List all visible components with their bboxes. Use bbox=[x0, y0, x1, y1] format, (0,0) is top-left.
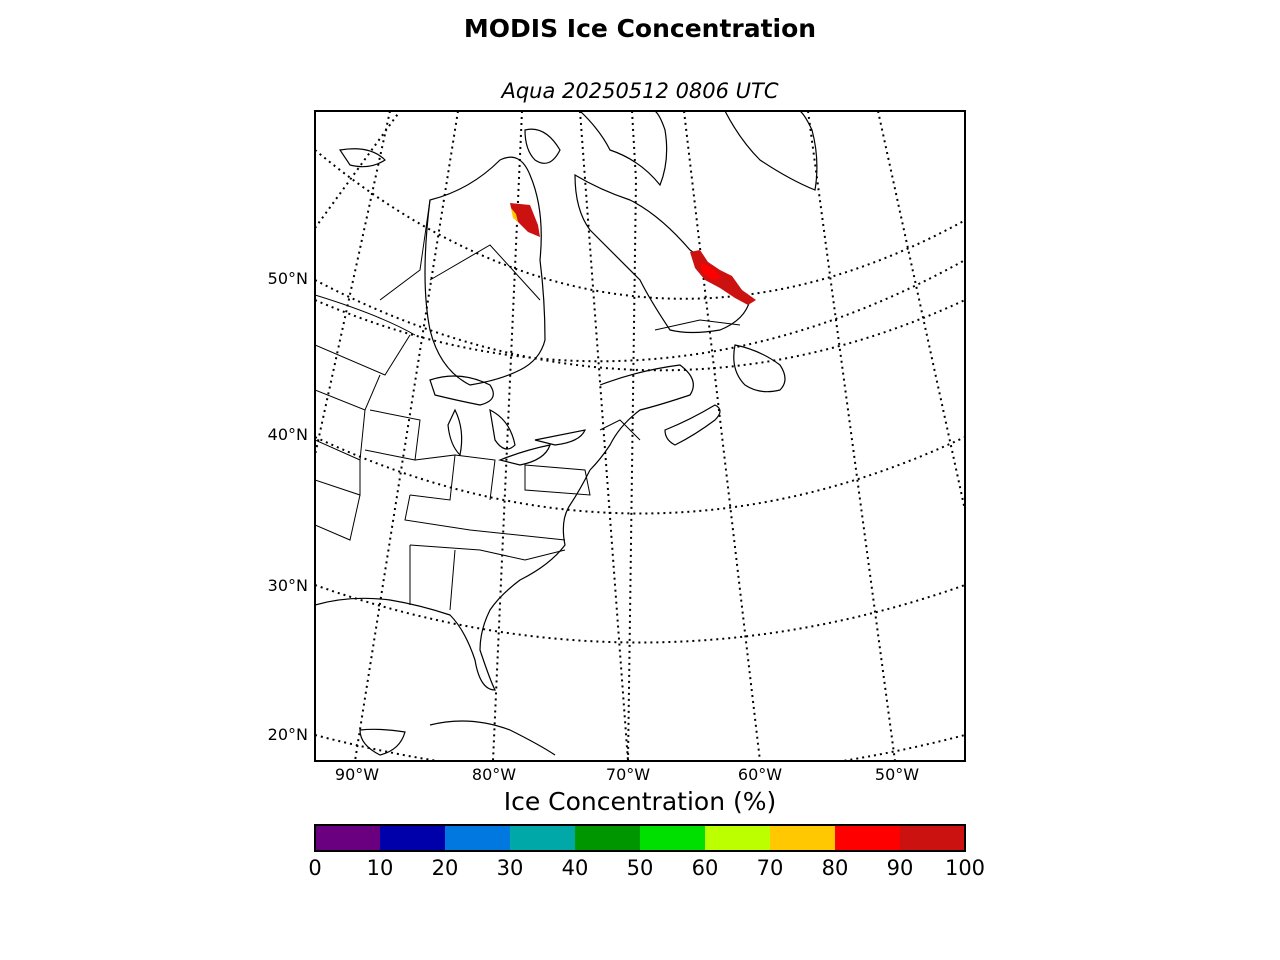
lat-label-40n: 40°N bbox=[267, 425, 308, 444]
colorbar-segment bbox=[315, 825, 381, 851]
colorbar-tick-label: 10 bbox=[366, 856, 394, 880]
ice-patches bbox=[510, 203, 756, 305]
colorbar-title: Ice Concentration (%) bbox=[503, 787, 777, 816]
colorbar-segment bbox=[575, 825, 641, 851]
colorbar-segment bbox=[770, 825, 836, 851]
colorbar-tick-label: 60 bbox=[691, 856, 719, 880]
latitude-gridlines bbox=[315, 149, 965, 761]
colorbar-segment bbox=[380, 825, 446, 851]
colorbar-tick-label: 100 bbox=[944, 856, 986, 880]
colorbar-tick-label: 40 bbox=[561, 856, 589, 880]
colorbar-tick-label: 30 bbox=[496, 856, 524, 880]
lon-label-70w: 70°W bbox=[605, 765, 651, 784]
map-subtitle: Aqua 20250512 0806 UTC bbox=[501, 79, 779, 103]
lat-label-30n: 30°N bbox=[267, 576, 308, 595]
colorbar bbox=[315, 825, 966, 851]
political-borders bbox=[315, 199, 741, 611]
colorbar-segment bbox=[510, 825, 576, 851]
lat-label-50n: 50°N bbox=[267, 269, 308, 288]
colorbar-tick-label: 20 bbox=[431, 856, 459, 880]
lon-label-90w: 90°W bbox=[334, 765, 380, 784]
ice-patch-hudson bbox=[510, 203, 540, 237]
lon-label-60w: 60°W bbox=[737, 765, 783, 784]
map-title: MODIS Ice Concentration bbox=[463, 14, 817, 43]
colorbar-tick-label: 80 bbox=[821, 856, 849, 880]
colorbar-segment bbox=[640, 825, 706, 851]
colorbar-tick-label: 50 bbox=[626, 856, 654, 880]
colorbar-tick-label: 0 bbox=[308, 856, 322, 880]
lat-label-20n: 20°N bbox=[267, 725, 308, 744]
colorbar-segment bbox=[445, 825, 511, 851]
colorbar-tick-label: 90 bbox=[886, 856, 914, 880]
colorbar-segment bbox=[900, 825, 966, 851]
lon-label-50w: 50°W bbox=[874, 765, 920, 784]
map-frame bbox=[314, 110, 966, 762]
colorbar-tick-label: 70 bbox=[756, 856, 784, 880]
colorbar-frame bbox=[314, 824, 966, 852]
colorbar-segment bbox=[705, 825, 771, 851]
colorbar-segment bbox=[835, 825, 901, 851]
ice-patch-hudson-edge bbox=[511, 208, 518, 222]
ice-patch-labrador bbox=[690, 250, 756, 305]
coastlines bbox=[315, 111, 818, 756]
lon-label-80w: 80°W bbox=[471, 765, 517, 784]
ice-patch-labrador-2 bbox=[700, 262, 722, 280]
